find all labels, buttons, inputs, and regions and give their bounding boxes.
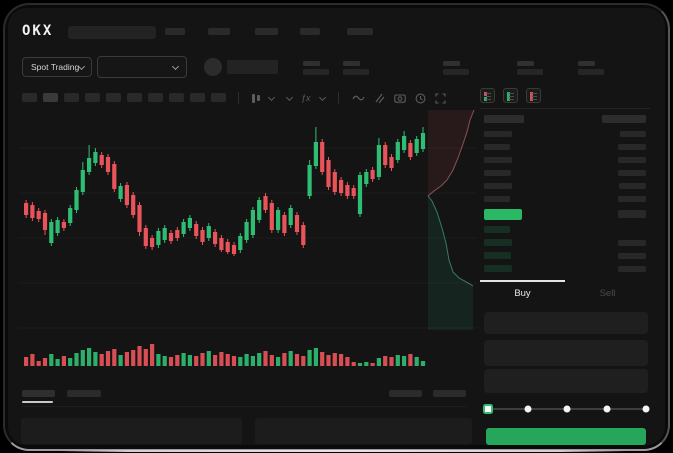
last-price-skeleton — [227, 60, 278, 74]
order-book-rows — [480, 111, 650, 275]
ask-row-2[interactable] — [480, 140, 650, 153]
divider — [480, 108, 650, 109]
camera-icon[interactable] — [393, 93, 406, 103]
bid-row-2[interactable] — [480, 236, 650, 249]
nav-item-5[interactable] — [347, 28, 373, 35]
chevron-down-icon — [78, 62, 86, 70]
divider — [22, 406, 466, 407]
slider-stop-4[interactable] — [642, 405, 650, 413]
chart-type-chevron-icon[interactable] — [267, 93, 276, 101]
slider-stop-2[interactable] — [563, 405, 571, 413]
okx-logo[interactable]: OKX — [22, 23, 54, 39]
timeframe-button-8[interactable] — [169, 93, 184, 102]
stat-24h-4 — [517, 61, 543, 75]
ask-row-5[interactable] — [480, 179, 650, 192]
device-bottom-highlight — [60, 450, 628, 452]
timeframe-button-4[interactable] — [85, 93, 100, 102]
timeframe-button-1[interactable] — [22, 93, 37, 102]
stat-24h-2 — [343, 61, 369, 75]
divider — [238, 92, 239, 104]
tab-sell[interactable]: Sell — [565, 280, 650, 304]
book-bids-icon[interactable] — [503, 88, 518, 103]
sell-tab-label: Sell — [599, 287, 616, 299]
stat-24h-1 — [303, 61, 329, 75]
chart-toolbar: ƒx — [234, 91, 446, 105]
order-book-header[interactable] — [480, 111, 650, 127]
timeframe-button-5[interactable] — [106, 93, 121, 102]
order-book — [480, 88, 650, 275]
timeframe-button-9[interactable] — [190, 93, 205, 102]
nav-item-2[interactable] — [208, 28, 230, 35]
chevron-down-icon — [171, 62, 180, 70]
bid-row-1[interactable] — [480, 223, 650, 236]
nav-item-1[interactable] — [165, 28, 185, 35]
order-form-tabs: Buy Sell — [480, 280, 650, 304]
ask-row-1[interactable] — [480, 127, 650, 140]
bid-row-3[interactable] — [480, 249, 650, 262]
book-combined-icon[interactable] — [480, 88, 495, 103]
indicators-chevron-icon[interactable] — [318, 93, 326, 101]
slider-stop-3[interactable] — [603, 405, 610, 413]
bid-row-4[interactable] — [480, 262, 650, 275]
nav-item-3[interactable] — [255, 28, 278, 35]
nav-item-4[interactable] — [300, 28, 320, 35]
chart-type-icon[interactable] — [252, 93, 260, 103]
timeframe-button-2[interactable] — [43, 93, 58, 102]
timeframe-button-7[interactable] — [148, 93, 163, 102]
bottom-action-1[interactable] — [389, 390, 422, 397]
orders-table-skeleton-2 — [255, 418, 472, 444]
stat-24h-5 — [578, 61, 604, 75]
search-input[interactable] — [68, 26, 156, 39]
last-price-row[interactable] — [480, 205, 650, 223]
buy-submit-button[interactable] — [486, 428, 646, 445]
indicators-icon[interactable]: ƒx — [301, 93, 311, 103]
tab-buy[interactable]: Buy — [480, 280, 565, 304]
price-field[interactable] — [484, 312, 648, 334]
slider-handle[interactable] — [483, 404, 493, 414]
ask-row-4[interactable] — [480, 166, 650, 179]
bottom-action-2[interactable] — [433, 390, 466, 397]
okx-trading-app: OKX Spot Trading ƒx — [8, 8, 665, 445]
buy-tab-label: Buy — [514, 287, 531, 299]
coin-icon — [204, 58, 222, 76]
drawing-tools-icon[interactable] — [374, 93, 385, 104]
clock-icon[interactable] — [415, 93, 426, 104]
book-asks-icon[interactable] — [526, 88, 541, 103]
amount-field[interactable] — [484, 340, 648, 366]
order-book-view-toggles — [480, 88, 650, 105]
orders-table-skeleton-1 — [21, 418, 242, 444]
timeframe-button-10[interactable] — [211, 93, 226, 102]
slider-stop-1[interactable] — [524, 405, 531, 413]
price-chart[interactable] — [18, 108, 478, 368]
active-tab-underline — [22, 401, 53, 403]
fullscreen-icon[interactable] — [434, 92, 446, 104]
timeframe-button-6[interactable] — [127, 93, 142, 102]
market-type-label: Spot Trading — [31, 62, 80, 72]
ask-row-6[interactable] — [480, 192, 650, 205]
line-chart-icon[interactable] — [351, 93, 365, 103]
ask-row-3[interactable] — [480, 153, 650, 166]
market-type-dropdown[interactable]: Spot Trading — [22, 57, 92, 77]
amount-slider[interactable] — [483, 402, 650, 416]
timeframe-button-3[interactable] — [64, 93, 79, 102]
total-field[interactable] — [484, 369, 648, 393]
bottom-tab-orders[interactable] — [22, 390, 55, 397]
bottom-tab-history[interactable] — [67, 390, 101, 397]
divider — [337, 92, 339, 104]
pair-selector-dropdown[interactable] — [97, 56, 187, 78]
stat-24h-3 — [443, 61, 469, 75]
compare-chevron-icon[interactable] — [285, 93, 294, 101]
